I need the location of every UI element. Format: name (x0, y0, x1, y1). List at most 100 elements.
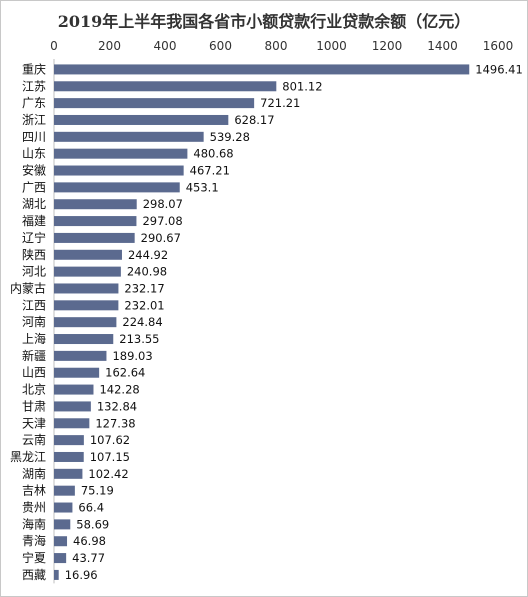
bar (54, 182, 180, 193)
category-label: 广东 (22, 96, 46, 110)
data-label: 290.67 (141, 231, 181, 245)
category-label: 河南 (22, 314, 46, 329)
bar (54, 435, 84, 446)
data-label: 467.21 (190, 164, 230, 178)
bar (54, 81, 277, 92)
data-label: 539.28 (210, 130, 250, 144)
category-label: 江西 (22, 298, 46, 312)
category-label: 湖南 (22, 466, 46, 481)
bar (54, 350, 107, 361)
data-label: 58.69 (76, 517, 109, 531)
bar (54, 334, 114, 345)
category-label: 新疆 (22, 348, 46, 363)
bar (54, 216, 137, 227)
bar (54, 401, 91, 412)
x-tick-label: 1400 (427, 39, 458, 53)
data-label: 142.28 (99, 383, 139, 397)
category-label: 海南 (22, 516, 46, 531)
bar (54, 283, 119, 294)
bar (54, 165, 184, 176)
bar (54, 199, 137, 210)
bar (54, 249, 122, 260)
category-label: 甘肃 (22, 399, 46, 413)
data-label: 127.38 (95, 416, 135, 430)
data-label: 66.4 (78, 501, 104, 515)
x-tick-label: 600 (209, 39, 232, 53)
x-tick-label: 1200 (372, 39, 403, 53)
category-label: 广西 (22, 180, 46, 194)
bar (54, 300, 119, 311)
data-label: 132.84 (97, 399, 137, 413)
bar (54, 569, 59, 580)
category-label: 吉林 (22, 484, 46, 498)
category-label: 辽宁 (22, 230, 46, 245)
bar (54, 384, 94, 395)
data-label: 224.84 (122, 315, 162, 329)
data-label: 232.17 (124, 281, 164, 295)
category-label: 宁夏 (22, 550, 46, 565)
category-label: 贵州 (22, 501, 46, 515)
bar (54, 98, 255, 109)
bar (54, 148, 188, 159)
data-label: 240.98 (127, 265, 167, 279)
data-label: 107.15 (90, 450, 130, 464)
bar (54, 114, 229, 125)
category-label: 河北 (22, 265, 46, 279)
bar (54, 131, 204, 142)
bar (54, 536, 68, 547)
x-tick-label: 1600 (483, 39, 514, 53)
bar (54, 232, 135, 243)
category-label: 黑龙江 (10, 450, 46, 464)
bar (54, 451, 84, 462)
bar (54, 502, 73, 513)
data-label: 1496.41 (475, 62, 523, 76)
category-label: 天津 (22, 416, 46, 430)
data-label: 232.01 (124, 298, 164, 312)
bar (54, 468, 83, 479)
category-label: 山西 (22, 366, 46, 380)
bar (54, 367, 100, 378)
bar (54, 553, 67, 564)
category-label: 云南 (22, 432, 46, 447)
category-label: 青海 (22, 533, 46, 548)
x-tick-label: 1000 (316, 39, 347, 53)
data-label: 480.68 (193, 147, 233, 161)
category-label: 西藏 (22, 568, 46, 582)
data-label: 162.64 (105, 366, 145, 380)
x-tick-label: 200 (98, 39, 121, 53)
data-label: 721.21 (260, 96, 300, 110)
category-label: 湖北 (22, 196, 46, 211)
data-label: 801.12 (282, 79, 322, 93)
data-label: 43.77 (72, 551, 105, 565)
bar (54, 64, 470, 75)
x-tick-label: 800 (265, 39, 288, 53)
category-label: 福建 (22, 213, 46, 228)
category-label: 江苏 (22, 79, 46, 93)
data-label: 75.19 (81, 484, 114, 498)
data-label: 628.17 (234, 113, 274, 127)
data-label: 107.62 (90, 433, 130, 447)
data-label: 189.03 (112, 349, 152, 363)
bar (54, 317, 117, 328)
data-label: 244.92 (128, 248, 168, 262)
category-label: 浙江 (22, 113, 46, 127)
bar (54, 266, 121, 277)
data-label: 298.07 (143, 197, 183, 211)
x-tick-label: 400 (154, 39, 177, 53)
category-label: 安徽 (22, 163, 46, 178)
category-label: 山东 (22, 147, 46, 161)
category-label: 上海 (22, 331, 46, 346)
category-label: 北京 (22, 383, 46, 397)
x-tick-label: 0 (50, 39, 58, 53)
chart-title: 2019年上半年我国各省市小额贷款行业贷款余额（亿元） (57, 12, 471, 31)
bar (54, 418, 90, 429)
bar (54, 485, 75, 496)
data-label: 16.96 (65, 568, 98, 582)
data-label: 297.08 (142, 214, 182, 228)
category-label: 陕西 (22, 247, 46, 262)
category-label: 重庆 (22, 62, 46, 76)
data-label: 213.55 (119, 332, 159, 346)
category-label: 四川 (22, 130, 46, 144)
category-label: 内蒙古 (10, 280, 46, 295)
